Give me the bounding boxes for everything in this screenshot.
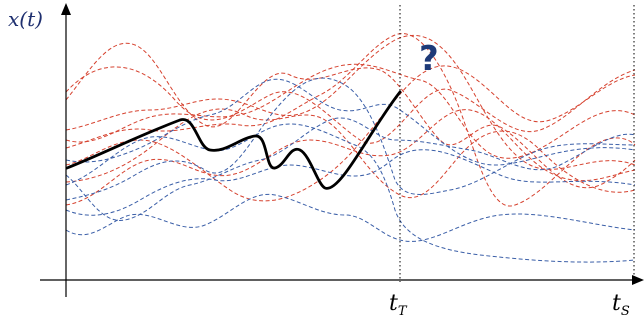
y-axis-label: x(t): [8, 7, 43, 31]
red-trajectory: [65, 66, 636, 144]
tick-label-t-S: tS: [612, 291, 630, 319]
blue-trajectory: [65, 117, 636, 221]
blue-trajectory: [65, 77, 636, 201]
question-mark: ?: [419, 39, 439, 79]
blue-trajectory: [65, 123, 636, 263]
red-trajectory: [65, 65, 636, 202]
red-trajectory: [65, 33, 636, 207]
red-trajectory: [65, 63, 636, 159]
tick-label-t-T-main: t: [389, 291, 398, 316]
y-axis-arrowhead: [61, 3, 71, 15]
blue-trajectory: [65, 78, 636, 166]
x-axis-arrowhead: [632, 275, 644, 285]
blue-trajectories: [65, 77, 636, 263]
tick-label-t-S-sub: S: [621, 304, 630, 319]
red-trajectory: [65, 35, 636, 170]
red-trajectory: [65, 109, 636, 206]
blue-trajectory: [65, 193, 636, 242]
tick-label-t-T-sub: T: [398, 304, 408, 319]
axes: [40, 3, 644, 297]
observed-trajectory: [65, 90, 402, 190]
tick-label-t-T: tT: [389, 291, 408, 319]
blue-trajectory: [65, 149, 636, 216]
tick-label-t-S-main: t: [612, 291, 621, 316]
red-trajectories: [65, 33, 636, 207]
